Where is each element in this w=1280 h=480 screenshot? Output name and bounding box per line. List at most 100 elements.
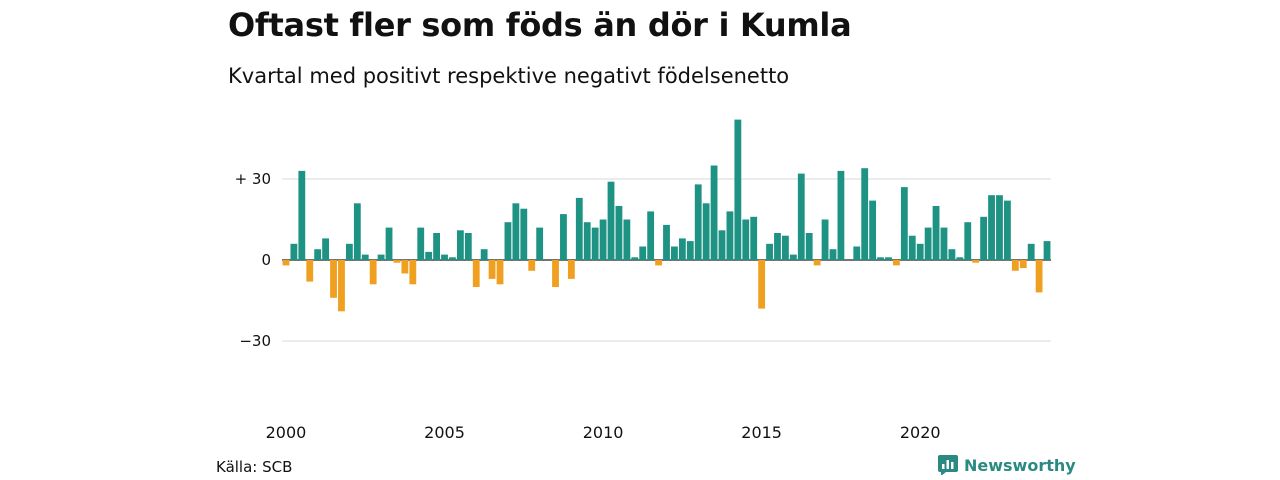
bar [766, 243, 773, 260]
bar [330, 260, 337, 298]
bar [338, 260, 345, 312]
bar [552, 260, 559, 287]
bar [345, 243, 353, 260]
chart-subtitle: Kvartal med positivt respektive negativt… [228, 64, 790, 88]
bar [718, 230, 726, 260]
bar [702, 203, 710, 260]
x-tick-label: 2015 [741, 423, 782, 442]
bar [599, 219, 607, 260]
bar [314, 249, 322, 260]
bar [639, 246, 647, 260]
bar [956, 257, 964, 260]
bar [797, 173, 805, 260]
bar [647, 211, 655, 260]
bar [504, 222, 512, 260]
bar [988, 195, 995, 260]
brand-name: Newsworthy [964, 455, 1076, 475]
bar [353, 203, 361, 260]
bar [774, 233, 781, 260]
bar [742, 219, 750, 260]
bar [972, 260, 980, 263]
source-note: Källa: SCB [216, 458, 293, 476]
bar [385, 227, 393, 260]
brand-logo[interactable]: Newsworthy [938, 455, 1076, 475]
bar [789, 254, 797, 260]
bar [298, 170, 306, 260]
bar [480, 249, 488, 260]
bar [377, 254, 385, 260]
bar [1019, 260, 1027, 269]
bar [567, 260, 575, 279]
bar [686, 241, 694, 260]
bar [441, 254, 448, 260]
bar [449, 257, 456, 260]
bar [964, 222, 972, 260]
bar [758, 260, 766, 309]
bar [631, 257, 639, 260]
x-tick-label: 2020 [900, 423, 941, 442]
bar [1035, 260, 1043, 293]
bar [782, 235, 789, 260]
bar-chart: + 30 0 −30 2000 2005 2010 2015 2020 [235, 119, 1051, 442]
bar [361, 254, 369, 260]
bar [1011, 260, 1019, 271]
bar [560, 214, 567, 260]
bar [813, 260, 821, 266]
bar [916, 243, 924, 260]
bar [924, 227, 932, 260]
bar [829, 249, 837, 260]
bar [472, 260, 480, 287]
bar [393, 260, 401, 263]
bar [417, 227, 425, 260]
bar [528, 260, 536, 271]
bar [306, 260, 314, 282]
bar [433, 233, 440, 260]
bar [908, 235, 916, 260]
y-tick-label: + 30 [235, 170, 271, 188]
bar [607, 181, 615, 260]
bar [488, 260, 496, 279]
bar [869, 200, 877, 260]
bar [996, 195, 1003, 260]
chart-title: Oftast fler som föds än dör i Kumla [228, 6, 852, 44]
bar [877, 257, 884, 260]
bar [536, 227, 544, 260]
bar [369, 260, 377, 285]
bar [663, 224, 670, 260]
bar [282, 260, 290, 266]
bar [464, 233, 472, 260]
bar [805, 233, 813, 260]
x-axis-ticks: 2000 2005 2010 2015 2020 [266, 423, 941, 442]
bar [655, 260, 662, 266]
bar [861, 168, 869, 260]
bar [401, 260, 409, 274]
y-tick-label: −30 [239, 332, 271, 350]
bars [282, 119, 1051, 312]
bar [900, 187, 908, 260]
bar [671, 246, 678, 260]
bar [853, 246, 861, 260]
x-tick-label: 2010 [583, 423, 624, 442]
bar [932, 206, 940, 260]
bar [456, 230, 464, 260]
bar [623, 219, 631, 260]
bar [1027, 243, 1035, 260]
bar [496, 260, 504, 285]
bar [591, 227, 599, 260]
bar [575, 197, 583, 260]
x-tick-label: 2000 [266, 423, 307, 442]
bar [734, 119, 742, 260]
bar [678, 238, 686, 260]
bar [694, 184, 702, 260]
bar [425, 251, 433, 260]
newsworthy-logo-icon [938, 455, 958, 475]
y-tick-label: 0 [261, 251, 271, 269]
bar [750, 216, 758, 260]
bar [322, 238, 330, 260]
bar [948, 249, 956, 260]
bar [885, 257, 892, 260]
y-axis-ticks: + 30 0 −30 [235, 170, 271, 350]
bar [726, 211, 734, 260]
bar [893, 260, 900, 266]
bar [583, 222, 591, 260]
